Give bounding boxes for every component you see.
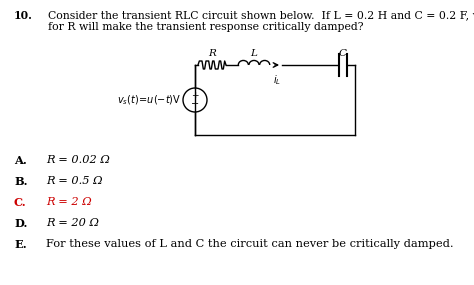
Text: $i_L$: $i_L$ (273, 73, 281, 87)
Text: R = 0.02 Ω: R = 0.02 Ω (46, 155, 110, 165)
Text: C: C (339, 49, 347, 58)
Text: A.: A. (14, 155, 27, 166)
Text: R: R (208, 49, 216, 58)
Text: R = 2 Ω: R = 2 Ω (46, 197, 91, 207)
Text: +: + (191, 91, 199, 101)
Text: 10.: 10. (14, 10, 33, 21)
Text: L: L (251, 49, 257, 58)
Text: For these values of L and C the circuit can never be critically damped.: For these values of L and C the circuit … (46, 239, 454, 249)
Text: R = 20 Ω: R = 20 Ω (46, 218, 99, 228)
Text: B.: B. (14, 176, 27, 187)
Text: C.: C. (14, 197, 27, 208)
Text: Consider the transient RLC circuit shown below.  If L = 0.2 H and C = 0.2 F, wha: Consider the transient RLC circuit shown… (48, 10, 474, 20)
Text: E.: E. (14, 239, 27, 250)
Text: D.: D. (14, 218, 27, 229)
Text: for R will make the transient response critically damped?: for R will make the transient response c… (48, 22, 364, 32)
Text: $v_s(t)\!=\!u(-t)\mathrm{V}$: $v_s(t)\!=\!u(-t)\mathrm{V}$ (117, 93, 181, 107)
Text: R = 0.5 Ω: R = 0.5 Ω (46, 176, 102, 186)
Text: −: − (191, 99, 199, 109)
